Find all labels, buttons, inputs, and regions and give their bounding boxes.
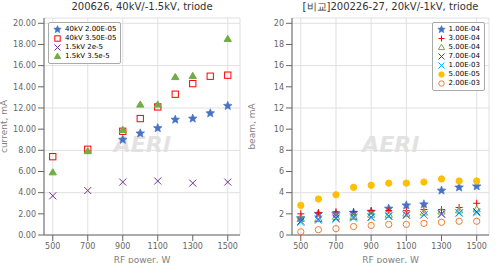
svg-text:20.00: 20.00	[13, 19, 36, 28]
html-text:1.5kV 3.5e-5: 1.5kV 3.5e-5	[65, 52, 110, 60]
svg-text:2: 2	[279, 210, 284, 219]
html-text:5.00E-05: 5.00E-05	[448, 70, 480, 78]
svg-text:RF power, W: RF power, W	[114, 255, 171, 263]
svg-text:6: 6	[279, 167, 284, 176]
svg-text:18: 18	[274, 40, 284, 49]
svg-text:700: 700	[328, 242, 343, 251]
html-text:200626, 40kV/-1.5kV, triode: 200626, 40kV/-1.5kV, triode	[71, 1, 213, 12]
html-text:40kV 3.50E-05: 40kV 3.50E-05	[65, 34, 117, 42]
svg-text:10.00: 10.00	[13, 125, 36, 134]
svg-text:1100: 1100	[396, 242, 416, 251]
svg-text:18.00: 18.00	[13, 40, 36, 49]
svg-text:RF power, W: RF power, W	[362, 255, 419, 263]
svg-text:4.00: 4.00	[18, 188, 36, 197]
svg-text:1300: 1300	[431, 242, 451, 251]
svg-text:16.00: 16.00	[13, 61, 36, 70]
svg-text:8.00: 8.00	[18, 146, 36, 155]
svg-text:14.00: 14.00	[13, 83, 36, 92]
svg-text:12: 12	[274, 104, 284, 113]
svg-text:10: 10	[274, 125, 284, 134]
svg-text:0: 0	[279, 231, 284, 240]
html-text:[비교]200226-27, 20kV/-1kV, trio: [비교]200226-27, 20kV/-1kV, triode	[302, 1, 479, 12]
svg-text:500: 500	[293, 242, 308, 251]
html-text:1.00E-03: 1.00E-03	[448, 61, 480, 69]
html-text:5.00E-04: 5.00E-04	[448, 43, 480, 51]
svg-text:current, mA: current, mA	[8, 99, 9, 153]
html-text:1.00E-04: 1.00E-04	[448, 25, 480, 33]
html-text:7.00E-04: 7.00E-04	[448, 52, 480, 60]
svg-text:1300: 1300	[183, 242, 203, 251]
svg-text:6.00: 6.00	[18, 167, 36, 176]
svg-text:8: 8	[279, 146, 284, 155]
svg-text:12.00: 12.00	[13, 104, 36, 113]
svg-text:4: 4	[279, 188, 284, 197]
html-text:AERl: AERl	[113, 131, 171, 157]
svg-text:500: 500	[45, 242, 60, 251]
svg-text:beam, mA: beam, mA	[248, 103, 257, 150]
html-text:2.00E-03: 2.00E-03	[448, 79, 480, 87]
svg-text:20: 20	[274, 19, 284, 28]
svg-text:1100: 1100	[148, 242, 168, 251]
svg-text:1500: 1500	[467, 242, 487, 251]
svg-text:0.00: 0.00	[18, 231, 36, 240]
html-text:40kV 2.00E-05: 40kV 2.00E-05	[65, 25, 117, 33]
svg-text:1500: 1500	[218, 242, 238, 251]
svg-text:14: 14	[274, 83, 284, 92]
svg-text:900: 900	[364, 242, 379, 251]
svg-text:700: 700	[80, 242, 95, 251]
html-text:AERl: AERl	[362, 131, 419, 157]
svg-text:2.00: 2.00	[18, 210, 36, 219]
html-text:3.00E-04: 3.00E-04	[448, 34, 480, 42]
html-text:1.5kV 2e-5: 1.5kV 2e-5	[65, 43, 103, 51]
svg-text:16: 16	[274, 61, 284, 70]
svg-text:900: 900	[115, 242, 130, 251]
